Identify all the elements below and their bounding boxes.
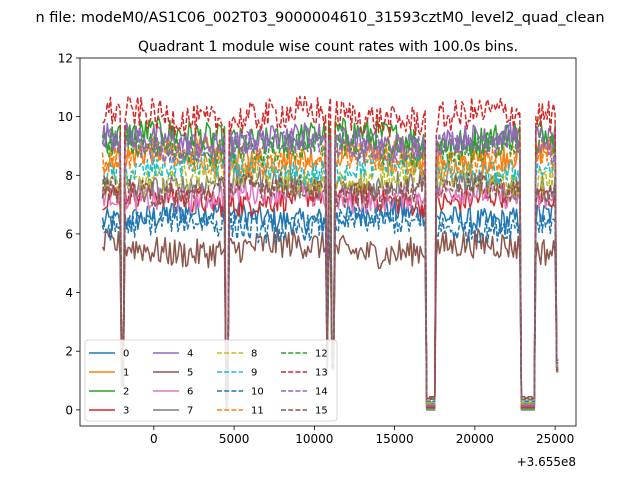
y-tick-label: 6: [65, 227, 73, 241]
plot-frame: [79, 57, 577, 427]
x-tick-label: 20000: [456, 432, 494, 446]
legend-label-14: 14: [315, 387, 328, 398]
x-axis: 0 5000 10000 15000 20000 25000: [150, 426, 574, 446]
x-tick-label: 25000: [536, 432, 574, 446]
y-axis: 0 2 4 6 8 10 12: [58, 52, 80, 417]
y-tick-label: 0: [65, 403, 73, 417]
x-tick-label: 0: [150, 432, 158, 446]
series-line-15: [101, 172, 559, 398]
y-tick-label: 12: [58, 52, 73, 66]
legend-label-12: 12: [315, 349, 328, 360]
chart-title: Quadrant 1 module wise count rates with …: [138, 39, 518, 55]
legend-label-8: 8: [251, 349, 257, 360]
legend-label-3: 3: [123, 406, 129, 417]
legend-label-10: 10: [251, 387, 264, 398]
legend-label-7: 7: [187, 406, 193, 417]
y-tick-label: 10: [58, 110, 73, 124]
figure-suptitle: n file: modeM0/AS1C06_002T03_9000004610_…: [35, 10, 604, 26]
y-tick-label: 2: [65, 345, 73, 359]
y-tick-label: 4: [65, 286, 73, 300]
legend-frame: [84, 339, 338, 422]
legend-label-6: 6: [187, 387, 193, 398]
legend-label-13: 13: [315, 368, 328, 379]
legend-label-5: 5: [187, 368, 193, 379]
legend-label-1: 1: [123, 368, 129, 379]
x-tick-label: 5000: [219, 432, 250, 446]
x-tick-label: 10000: [295, 432, 333, 446]
x-axis-offset-label: +3.655e8: [517, 455, 576, 469]
legend-label-0: 0: [123, 349, 129, 360]
legend-label-11: 11: [251, 406, 264, 417]
y-tick-label: 8: [65, 169, 73, 183]
x-tick-label: 15000: [376, 432, 414, 446]
legend-label-4: 4: [187, 349, 193, 360]
series-line-13: [102, 95, 559, 400]
legend-label-2: 2: [123, 387, 129, 398]
legend-label-15: 15: [315, 406, 328, 417]
series-layer: [101, 95, 559, 411]
legend-label-9: 9: [251, 368, 257, 379]
